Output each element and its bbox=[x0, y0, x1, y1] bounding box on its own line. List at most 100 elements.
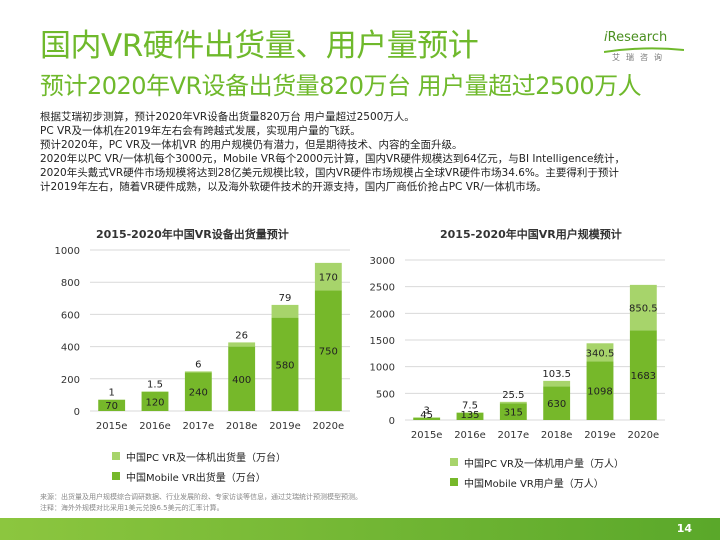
note-line: 注释：海外外规模对比采用1美元兑换6.5美元的汇率计算。 bbox=[40, 504, 224, 512]
legend-label: 中国PC VR及一体机用户量（万人） bbox=[464, 458, 624, 470]
data-label-pc: 79 bbox=[279, 293, 292, 304]
data-label-pc: 25.5 bbox=[502, 390, 524, 401]
x-tick-label: 2017e bbox=[183, 421, 215, 432]
summary-line: 2020年以PC VR/一体机每个3000元，Mobile VR每个2000元计… bbox=[40, 153, 626, 165]
summary-line: 2020年头戴式VR硬件市场规模将达到28亿美元规模比较，国内VR硬件市场规模占… bbox=[40, 167, 619, 179]
bar-mobile bbox=[184, 372, 212, 411]
data-label-pc: 103.5 bbox=[542, 369, 571, 380]
bar-mobile bbox=[314, 290, 342, 411]
bar-pc bbox=[543, 380, 571, 387]
x-tick-label: 2020e bbox=[628, 430, 660, 441]
summary-line: 预计2020年，PC VR及一体机VR 的用户规模仍有潜力，但是期待技术、内容的… bbox=[40, 139, 463, 151]
bar-mobile bbox=[271, 317, 299, 411]
data-label-pc: 1 bbox=[108, 388, 114, 399]
y-tick-label: 200 bbox=[61, 375, 80, 386]
data-label-mobile: 580 bbox=[275, 360, 294, 371]
bar-pc bbox=[228, 342, 256, 347]
summary-text: 根据艾瑞初步测算，预计2020年VR设备出货量820万台 用户量超过2500万人… bbox=[40, 110, 690, 194]
y-tick-label: 1500 bbox=[370, 336, 395, 347]
data-label-mobile: 135 bbox=[460, 410, 479, 421]
source-notes: 来源：出货量及用户规模综合调研数据、行业发展阶段、专家访谈等信息，通过艾瑞统计预… bbox=[40, 492, 362, 514]
source-line: 来源：出货量及用户规模综合调研数据、行业发展阶段、专家访谈等信息，通过艾瑞统计预… bbox=[40, 493, 362, 501]
shipment-chart: 0 200 400 600 800 1000 70 1 2015e 120 1.5 2016e 240 6… bbox=[55, 246, 350, 432]
y-tick-label: 0 bbox=[74, 407, 80, 418]
data-label-pc: 170 bbox=[319, 273, 338, 284]
summary-line: 根据艾瑞初步测算，预计2020年VR设备出货量820万台 用户量超过2500万人… bbox=[40, 111, 415, 123]
legend-item-mobile: 中国Mobile VR用户量（万人） bbox=[450, 472, 624, 492]
bar-pc bbox=[314, 262, 342, 291]
bar-mobile bbox=[141, 391, 169, 411]
x-tick-label: 2019e bbox=[269, 421, 301, 432]
bar-mobile bbox=[629, 330, 657, 420]
summary-line: PC VR及一体机在2019年左右会有跨越式发展，实现用户量的飞跃。 bbox=[40, 125, 361, 137]
iresearch-logo: iResearch 艾瑞咨询 bbox=[604, 30, 684, 75]
x-tick-label: 2015e bbox=[411, 430, 443, 441]
data-label-pc: 26 bbox=[235, 330, 248, 341]
bar-mobile bbox=[586, 361, 614, 420]
data-label-pc: 6 bbox=[195, 359, 201, 370]
data-label-pc: 850.5 bbox=[629, 304, 658, 315]
logo-name: Research bbox=[607, 30, 668, 45]
bar-mobile bbox=[413, 417, 441, 420]
legend-item-pc: 中国PC VR及一体机出货量（万台） bbox=[112, 446, 286, 466]
data-label-mobile: 1683 bbox=[631, 371, 656, 382]
y-tick-label: 2000 bbox=[370, 309, 395, 320]
bar-pc bbox=[586, 343, 614, 362]
y-tick-label: 600 bbox=[61, 310, 80, 321]
chart2-title: 2015-2020年中国VR用户规模预计 bbox=[440, 228, 622, 241]
data-label-mobile: 400 bbox=[232, 375, 251, 386]
data-label-pc: 340.5 bbox=[586, 348, 615, 359]
y-tick-label: 500 bbox=[376, 389, 395, 400]
legend-label: 中国Mobile VR出货量（万台） bbox=[126, 472, 266, 484]
x-tick-label: 2016e bbox=[139, 421, 171, 432]
logo-cn: 艾瑞咨询 bbox=[612, 53, 668, 62]
x-tick-label: 2018e bbox=[226, 421, 258, 432]
y-tick-label: 1000 bbox=[55, 246, 80, 257]
data-label-mobile: 1098 bbox=[587, 387, 612, 398]
legend-swatch-pc bbox=[112, 452, 120, 460]
data-label-pc: 1.5 bbox=[147, 379, 163, 390]
y-tick-label: 3000 bbox=[370, 256, 395, 267]
x-tick-label: 2015e bbox=[96, 421, 128, 432]
data-label-mobile: 630 bbox=[547, 399, 566, 410]
legend-swatch-mobile bbox=[450, 478, 458, 486]
bar-mobile bbox=[98, 399, 126, 411]
y-tick-label: 2500 bbox=[370, 283, 395, 294]
bar-mobile bbox=[456, 412, 484, 420]
y-tick-label: 0 bbox=[389, 416, 395, 427]
bar-pc bbox=[629, 284, 657, 331]
legend-item-pc: 中国PC VR及一体机用户量（万人） bbox=[450, 452, 624, 472]
summary-line: 计2019年左右，随着VR硬件成熟，以及海外软硬件技术的开源支持，国内厂商低价抢… bbox=[40, 181, 547, 193]
bar-mobile bbox=[543, 386, 571, 420]
x-tick-label: 2017e bbox=[498, 430, 530, 441]
bar-pc bbox=[184, 371, 212, 373]
page-subtitle: 预计2020年VR设备出货量820万台 用户量超过2500万人 bbox=[40, 72, 642, 100]
footer-bar bbox=[0, 518, 720, 540]
chart1-legend: 中国PC VR及一体机出货量（万台） 中国Mobile VR出货量（万台） bbox=[112, 446, 286, 486]
data-label-pc: 3 bbox=[423, 405, 429, 416]
bar-mobile bbox=[228, 346, 256, 411]
x-tick-label: 2019e bbox=[584, 430, 616, 441]
data-label-pc: 7.5 bbox=[462, 400, 478, 411]
logo-swoosh-icon bbox=[604, 47, 684, 53]
y-tick-label: 800 bbox=[61, 278, 80, 289]
page-title: 国内VR硬件出货量、用户量预计 bbox=[40, 28, 479, 64]
bar-pc bbox=[499, 401, 527, 404]
legend-swatch-mobile bbox=[112, 472, 120, 480]
data-label-mobile: 120 bbox=[145, 397, 164, 408]
x-tick-label: 2018e bbox=[541, 430, 573, 441]
chart1-title: 2015-2020年中国VR设备出货量预计 bbox=[96, 228, 289, 241]
legend-label: 中国Mobile VR用户量（万人） bbox=[464, 478, 604, 490]
bar-mobile bbox=[499, 403, 527, 420]
page-number: 14 bbox=[676, 522, 692, 535]
data-label-mobile: 240 bbox=[189, 388, 208, 399]
y-tick-label: 400 bbox=[61, 343, 80, 354]
x-tick-label: 2020e bbox=[313, 421, 345, 432]
chart2-legend: 中国PC VR及一体机用户量（万人） 中国Mobile VR用户量（万人） bbox=[450, 452, 624, 492]
logo-prefix: i bbox=[604, 30, 608, 45]
data-label-mobile: 70 bbox=[105, 401, 118, 412]
legend-item-mobile: 中国Mobile VR出货量（万台） bbox=[112, 466, 286, 486]
legend-label: 中国PC VR及一体机出货量（万台） bbox=[126, 452, 286, 464]
data-label-mobile: 750 bbox=[319, 347, 338, 358]
